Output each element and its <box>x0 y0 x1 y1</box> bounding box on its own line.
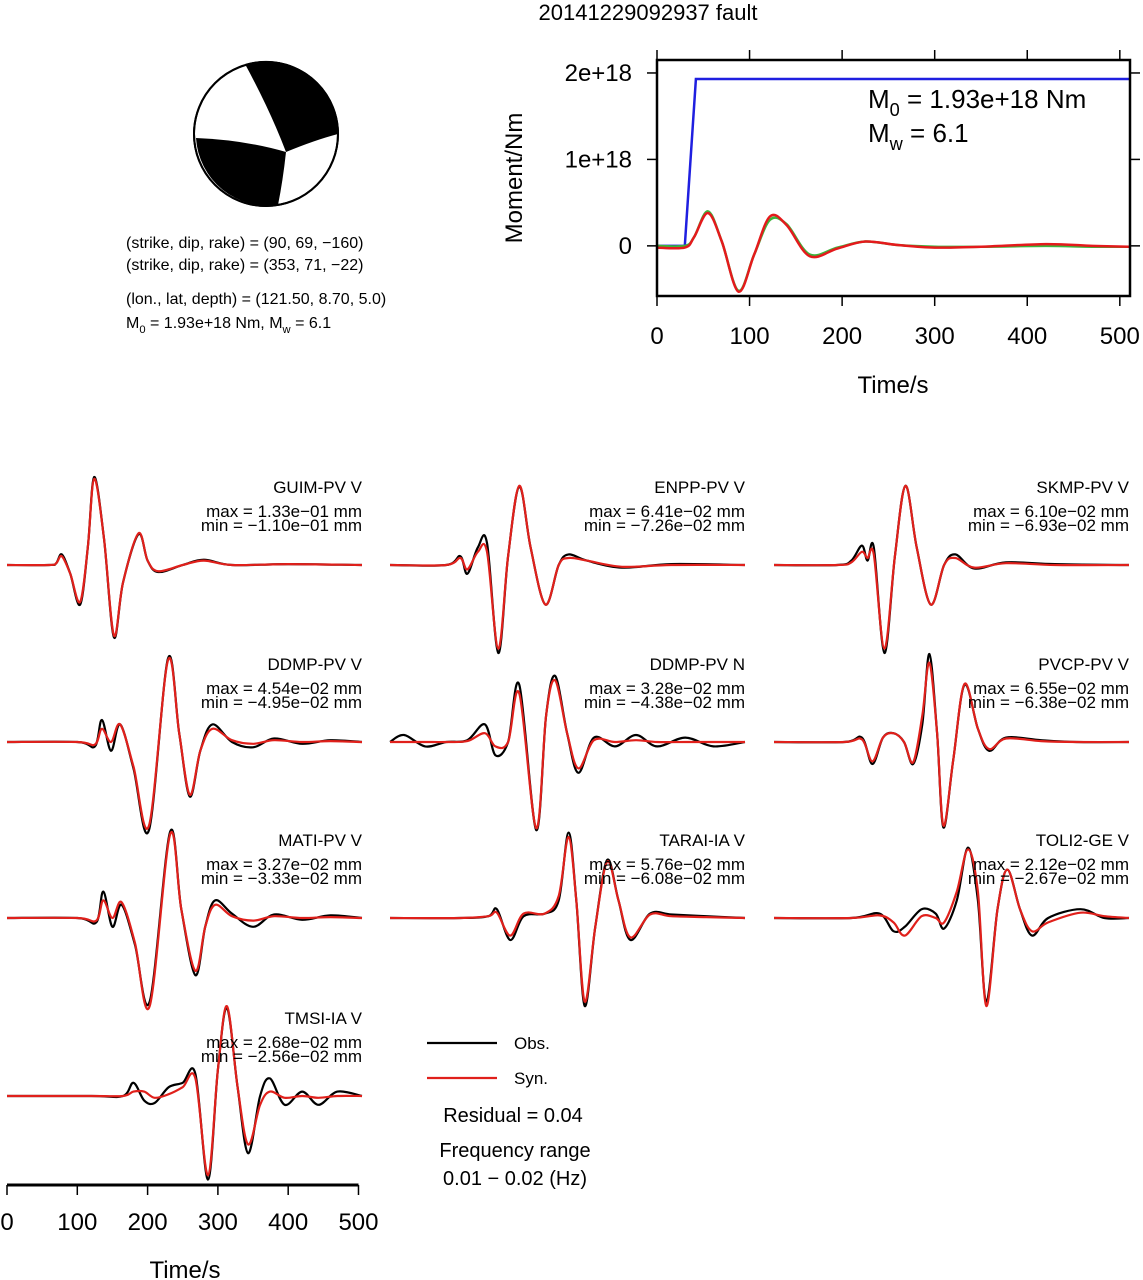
x-tick-label: 400 <box>268 1209 308 1236</box>
plot-frame <box>655 58 1132 298</box>
syn-trace <box>773 484 1130 650</box>
min-label: min = −1.10e−01 mm <box>201 516 362 535</box>
x-tick-label: 300 <box>915 323 955 350</box>
x-tick-label: 100 <box>57 1209 97 1236</box>
residual: Residual = 0.04 <box>443 1105 583 1127</box>
mechanism-line: (lon., lat, depth) = (121.50, 8.70, 5.0) <box>126 291 386 308</box>
station-name: TMSI-IA V <box>285 1009 363 1028</box>
text-part: M <box>868 118 890 148</box>
min-label: min = −3.33e−02 mm <box>201 869 362 888</box>
min-label: min = −2.56e−02 mm <box>201 1047 362 1066</box>
min-label: min = −6.93e−02 mm <box>968 516 1129 535</box>
x-tick-label: 0 <box>650 323 663 350</box>
figure-title: 20141229092937 fault <box>539 0 758 25</box>
station-name: MATI-PV V <box>278 831 362 850</box>
max-label: max = 5.76e−02 mm <box>589 855 745 874</box>
x-axis-label: Time/s <box>149 1257 220 1280</box>
station-name: TOLI2-GE V <box>1036 831 1130 850</box>
x-axis-label: Time/s <box>857 372 928 399</box>
text-part: M <box>126 315 139 332</box>
subscript: w <box>889 134 904 154</box>
subscript: 0 <box>890 100 900 120</box>
max-label: max = 2.68e−02 mm <box>206 1033 362 1052</box>
max-label: max = 3.28e−02 mm <box>589 679 745 698</box>
mechanism-line: M0 = 1.93e+18 Nm, Mw = 6.1 <box>126 315 331 336</box>
syn-trace <box>389 678 745 830</box>
syn-trace <box>6 656 363 830</box>
syn-trace <box>6 830 363 1011</box>
max-label: max = 2.12e−02 mm <box>973 855 1129 874</box>
max-label: max = 3.27e−02 mm <box>206 855 362 874</box>
station-name: PVCP-PV V <box>1038 655 1129 674</box>
y-tick-label: 2e+18 <box>565 60 632 87</box>
legend-label: Obs. <box>514 1034 550 1053</box>
x-tick-label: 200 <box>822 323 862 350</box>
y-axis-label: Moment/Nm <box>501 113 528 244</box>
max-label: max = 4.54e−02 mm <box>206 679 362 698</box>
text-part: = 6.1 <box>291 315 332 332</box>
y-tick-label: 0 <box>619 233 632 260</box>
station-name: TARAI-IA V <box>659 831 745 850</box>
moment-line <box>656 211 1130 293</box>
moment-line <box>656 210 1130 293</box>
text-part: = 1.93e+18 Nm, M <box>146 315 283 332</box>
legend-label: Syn. <box>514 1069 548 1088</box>
station-name: GUIM-PV V <box>273 478 362 497</box>
text-part: = 1.93e+18 Nm <box>900 84 1086 114</box>
mechanism-line: (strike, dip, rake) = (353, 71, −22) <box>126 257 363 274</box>
station-name: DDMP-PV V <box>268 655 363 674</box>
station-name: SKMP-PV V <box>1036 478 1129 497</box>
min-label: min = −2.67e−02 mm <box>968 869 1129 888</box>
x-tick-label: 400 <box>1007 323 1047 350</box>
min-label: min = −4.38e−02 mm <box>584 693 745 712</box>
station-name: ENPP-PV V <box>654 478 745 497</box>
max-label: max = 6.55e−02 mm <box>973 679 1129 698</box>
y-tick-label: 1e+18 <box>565 146 632 173</box>
min-label: min = −6.38e−02 mm <box>968 693 1129 712</box>
max-label: max = 6.41e−02 mm <box>589 502 745 521</box>
beachball <box>193 60 339 207</box>
min-label: min = −4.95e−02 mm <box>201 693 362 712</box>
syn-trace <box>6 1005 363 1177</box>
syn-trace <box>6 477 363 638</box>
syn-trace <box>773 661 1130 827</box>
max-label: max = 1.33e−01 mm <box>206 502 362 521</box>
text-part: M <box>868 84 890 114</box>
frequency-note: Frequency range <box>439 1140 590 1162</box>
syn-trace <box>773 848 1130 1008</box>
text-part: (strike, dip, rake) = (90, 69, −160) <box>126 235 363 252</box>
subscript: 0 <box>139 324 145 336</box>
x-tick-label: 500 <box>338 1209 378 1236</box>
x-tick-label: 100 <box>730 323 770 350</box>
subscript: w <box>282 324 292 336</box>
annotation: Mw = 6.1 <box>868 118 969 154</box>
station-name: DDMP-PV N <box>650 655 745 674</box>
text-part: = 6.1 <box>903 118 969 148</box>
min-label: min = −7.26e−02 mm <box>584 516 745 535</box>
syn-trace <box>389 484 746 650</box>
x-tick-label: 0 <box>0 1209 13 1236</box>
syn-trace <box>389 835 746 1003</box>
mechanism-line: (strike, dip, rake) = (90, 69, −160) <box>126 235 363 252</box>
x-tick-label: 500 <box>1100 323 1140 350</box>
text-part: (strike, dip, rake) = (353, 71, −22) <box>126 257 363 274</box>
x-tick-label: 200 <box>128 1209 168 1236</box>
text-part: (lon., lat, depth) = (121.50, 8.70, 5.0) <box>126 291 386 308</box>
frequency-note: 0.01 − 0.02 (Hz) <box>443 1168 587 1190</box>
min-label: min = −6.08e−02 mm <box>584 869 745 888</box>
max-label: max = 6.10e−02 mm <box>973 502 1129 521</box>
annotation: M0 = 1.93e+18 Nm <box>868 84 1086 120</box>
x-tick-label: 300 <box>198 1209 238 1236</box>
